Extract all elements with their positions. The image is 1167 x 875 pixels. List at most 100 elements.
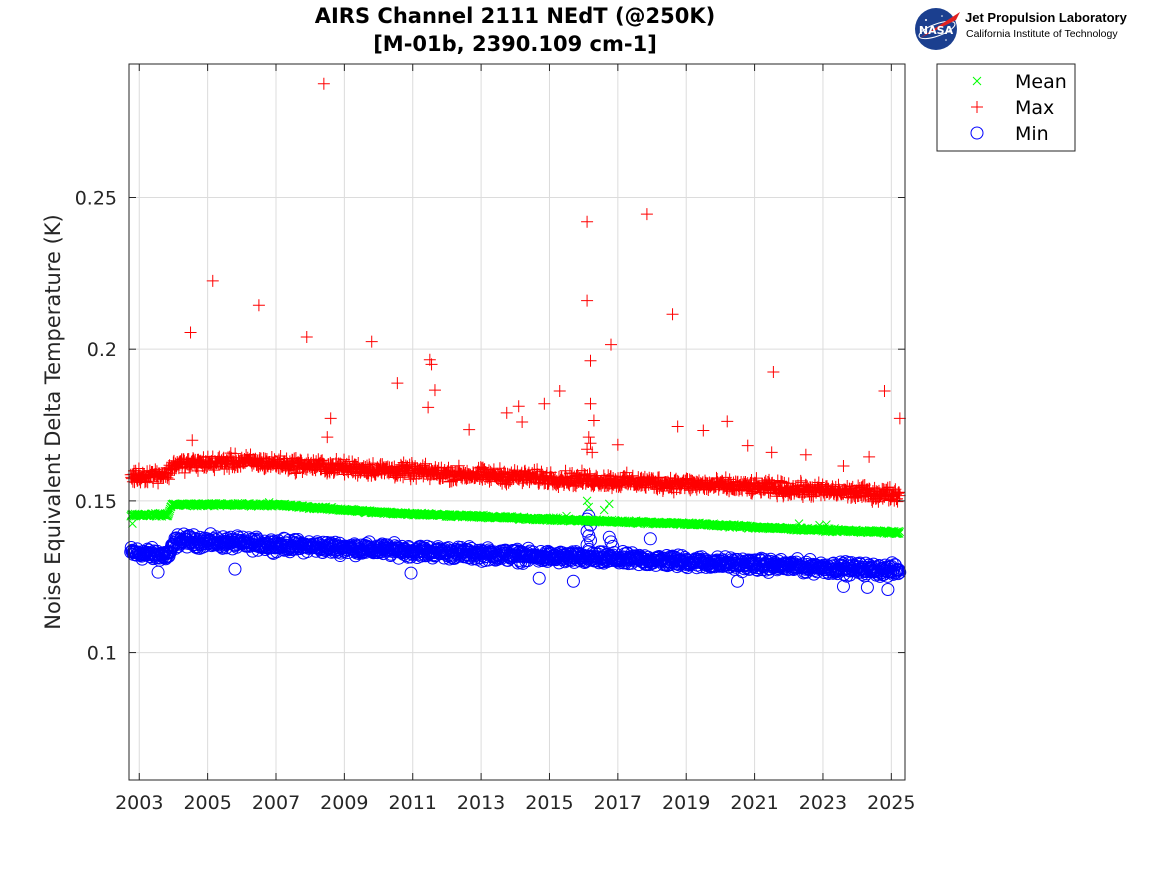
max-outlier-point (512, 400, 525, 413)
max-outlier-point (671, 420, 684, 433)
min-outlier-point (228, 562, 242, 576)
max-outlier-point (186, 434, 199, 447)
max-outlier-point (640, 208, 653, 221)
max-outlier-point (878, 385, 891, 398)
max-outlier-point (428, 384, 441, 397)
max-point (775, 475, 788, 488)
max-point (282, 464, 295, 477)
max-point (162, 473, 175, 486)
jpl-org-subtitle: California Institute of Technology (966, 28, 1118, 40)
x-tick-label: 2007 (252, 792, 300, 814)
series-mean (126, 496, 905, 539)
x-tick-label: 2003 (115, 792, 163, 814)
x-tick-label: 2013 (457, 792, 505, 814)
x-tick-label: 2017 (594, 792, 642, 814)
max-outlier-point (463, 423, 476, 436)
max-point (653, 471, 666, 484)
mean-outlier-point (128, 519, 137, 528)
max-outlier-point (423, 353, 436, 366)
x-tick-label: 2005 (183, 792, 231, 814)
min-outlier-point (582, 542, 596, 556)
max-point (667, 486, 680, 499)
legend-label-min: Min (1015, 123, 1049, 145)
x-tick-label: 2023 (799, 792, 847, 814)
max-outlier-point (206, 274, 219, 287)
max-point (289, 467, 302, 480)
max-point (161, 471, 174, 484)
y-tick-label: 0.2 (87, 339, 117, 361)
max-outlier-point (324, 412, 337, 425)
max-outlier-point (741, 439, 754, 452)
min-outlier-point (643, 532, 657, 546)
max-outlier-point (321, 431, 334, 444)
max-point (397, 471, 410, 484)
axis-labels: Noise Equivalent Delta Temperature (K) (41, 214, 65, 630)
max-outlier-point (317, 77, 330, 90)
max-outlier-point (721, 415, 734, 428)
min-outlier-point (606, 539, 620, 553)
max-outlier-point (611, 438, 624, 451)
y-tick-label: 0.1 (87, 643, 117, 665)
max-outlier-point (893, 412, 906, 425)
series-max (124, 77, 906, 508)
max-outlier-point (584, 397, 597, 410)
max-outlier-point (799, 448, 812, 461)
max-point (626, 469, 639, 482)
max-outlier-point (391, 377, 404, 390)
max-point (609, 473, 622, 486)
max-point (750, 472, 763, 485)
max-point (452, 459, 465, 472)
max-outlier-point (581, 294, 594, 307)
max-point (893, 486, 906, 499)
min-outlier-point (151, 565, 165, 579)
max-point (508, 464, 521, 477)
max-outlier-point (586, 446, 599, 459)
nasa-meatball-icon: NASA (915, 8, 960, 50)
legend-label-mean: Mean (1015, 71, 1067, 93)
y-tick-label: 0.15 (75, 491, 117, 513)
data-points (124, 77, 907, 596)
max-outlier-point (666, 308, 679, 321)
max-point (208, 464, 221, 477)
mean-outlier-point (599, 505, 609, 515)
max-outlier-point (584, 437, 597, 450)
max-point (891, 495, 904, 508)
max-outlier-point (553, 385, 566, 398)
min-outlier-point (404, 566, 418, 580)
min-outlier-point (881, 582, 895, 596)
max-point (702, 484, 715, 497)
max-outlier-point (765, 446, 778, 459)
min-outlier-point (860, 580, 874, 594)
max-point (880, 483, 893, 496)
max-point (892, 487, 905, 500)
max-point (891, 492, 904, 505)
max-point (665, 480, 678, 493)
max-point (881, 481, 894, 494)
nasa-badge-text: NASA (919, 24, 954, 37)
max-point (855, 481, 868, 494)
max-outlier-point (863, 450, 876, 463)
min-outlier-point (730, 574, 744, 588)
max-outlier-point (516, 416, 529, 428)
max-point (684, 484, 697, 497)
y-tick-label: 0.25 (75, 187, 117, 209)
max-outlier-point (365, 335, 378, 348)
max-outlier-point (605, 338, 618, 351)
max-outlier-point (582, 431, 595, 444)
max-point (449, 473, 462, 486)
min-outlier-point (532, 571, 546, 585)
max-point (849, 492, 862, 505)
max-outlier-point (422, 401, 435, 414)
min-outlier-point (836, 579, 850, 593)
max-point (152, 477, 165, 490)
max-outlier-point (767, 365, 780, 378)
legend: Mean Max Min (936, 63, 1076, 152)
axis-ticks: 2003 2005 2007 2009 2011 2013 2015 2017 2019 2021… (75, 64, 916, 814)
x-tick-label: 2015 (525, 792, 573, 814)
max-outlier-point (538, 397, 551, 410)
y-axis-label: Noise Equivalent Delta Temperature (K) (41, 214, 65, 630)
min-outlier-point (583, 533, 597, 547)
chart-subtitle: [M-01b, 2390.109 cm-1] (373, 32, 657, 56)
max-outlier-point (581, 215, 594, 228)
max-outlier-point (697, 424, 710, 437)
